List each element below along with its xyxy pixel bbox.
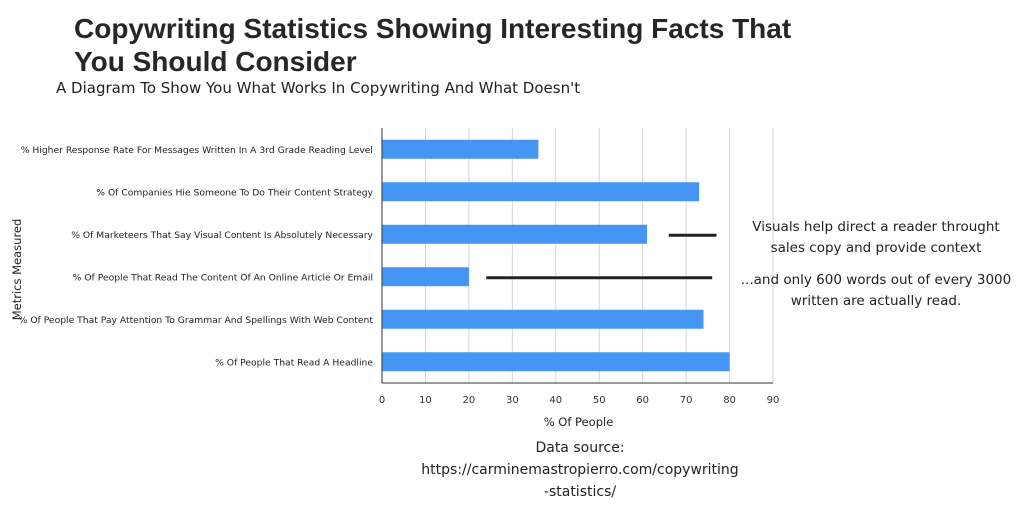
x-tick-label: 40 [549,395,562,406]
y-category-label: % Of People That Read The Content Of An … [73,272,373,283]
chart-subtitle: A Diagram To Show You What Works In Copy… [56,79,581,97]
x-tick-label: 20 [463,395,476,406]
x-tick-label: 50 [593,395,606,406]
data-source: Data source: https://carminemastropierro… [420,437,740,503]
y-axis-title: Metrics Measured [10,219,24,321]
data-source-url-line2: -statistics/ [543,484,617,500]
x-tick-label: 10 [419,395,432,406]
bar [382,224,648,244]
bar [382,182,700,202]
y-category-label: % Higher Response Rate For Messages Writ… [21,145,373,156]
x-tick-label: 0 [379,395,385,406]
annotation-words-read: ...and only 600 words out of every 3000 … [740,272,1012,309]
data-source-url-line1: https://carminemastropierro.com/copywrit… [421,462,739,478]
x-tick-label: 90 [767,395,780,406]
chart-title: Copywriting Statistics Showing Interesti… [74,13,792,77]
annotation-visuals: Visuals help direct a reader throught sa… [752,219,1000,256]
y-category-label: % Of People That Pay Attention To Gramma… [19,315,374,326]
x-tick-label: 70 [680,395,693,406]
bar [382,352,730,372]
bar [382,139,539,159]
bar [382,309,704,329]
y-category-label: % Of Marketeers That Say Visual Content … [71,230,373,241]
y-category-label: % Of People That Read A Headline [215,357,373,368]
x-tick-label: 80 [723,395,736,406]
y-category-label: % Of Companies Hie Someone To Do Their C… [96,187,373,198]
x-axis-title: % Of People [544,415,614,429]
data-source-label: Data source: [535,440,625,456]
bar [382,267,469,287]
x-tick-label: 30 [506,395,519,406]
x-tick-label: 60 [636,395,649,406]
